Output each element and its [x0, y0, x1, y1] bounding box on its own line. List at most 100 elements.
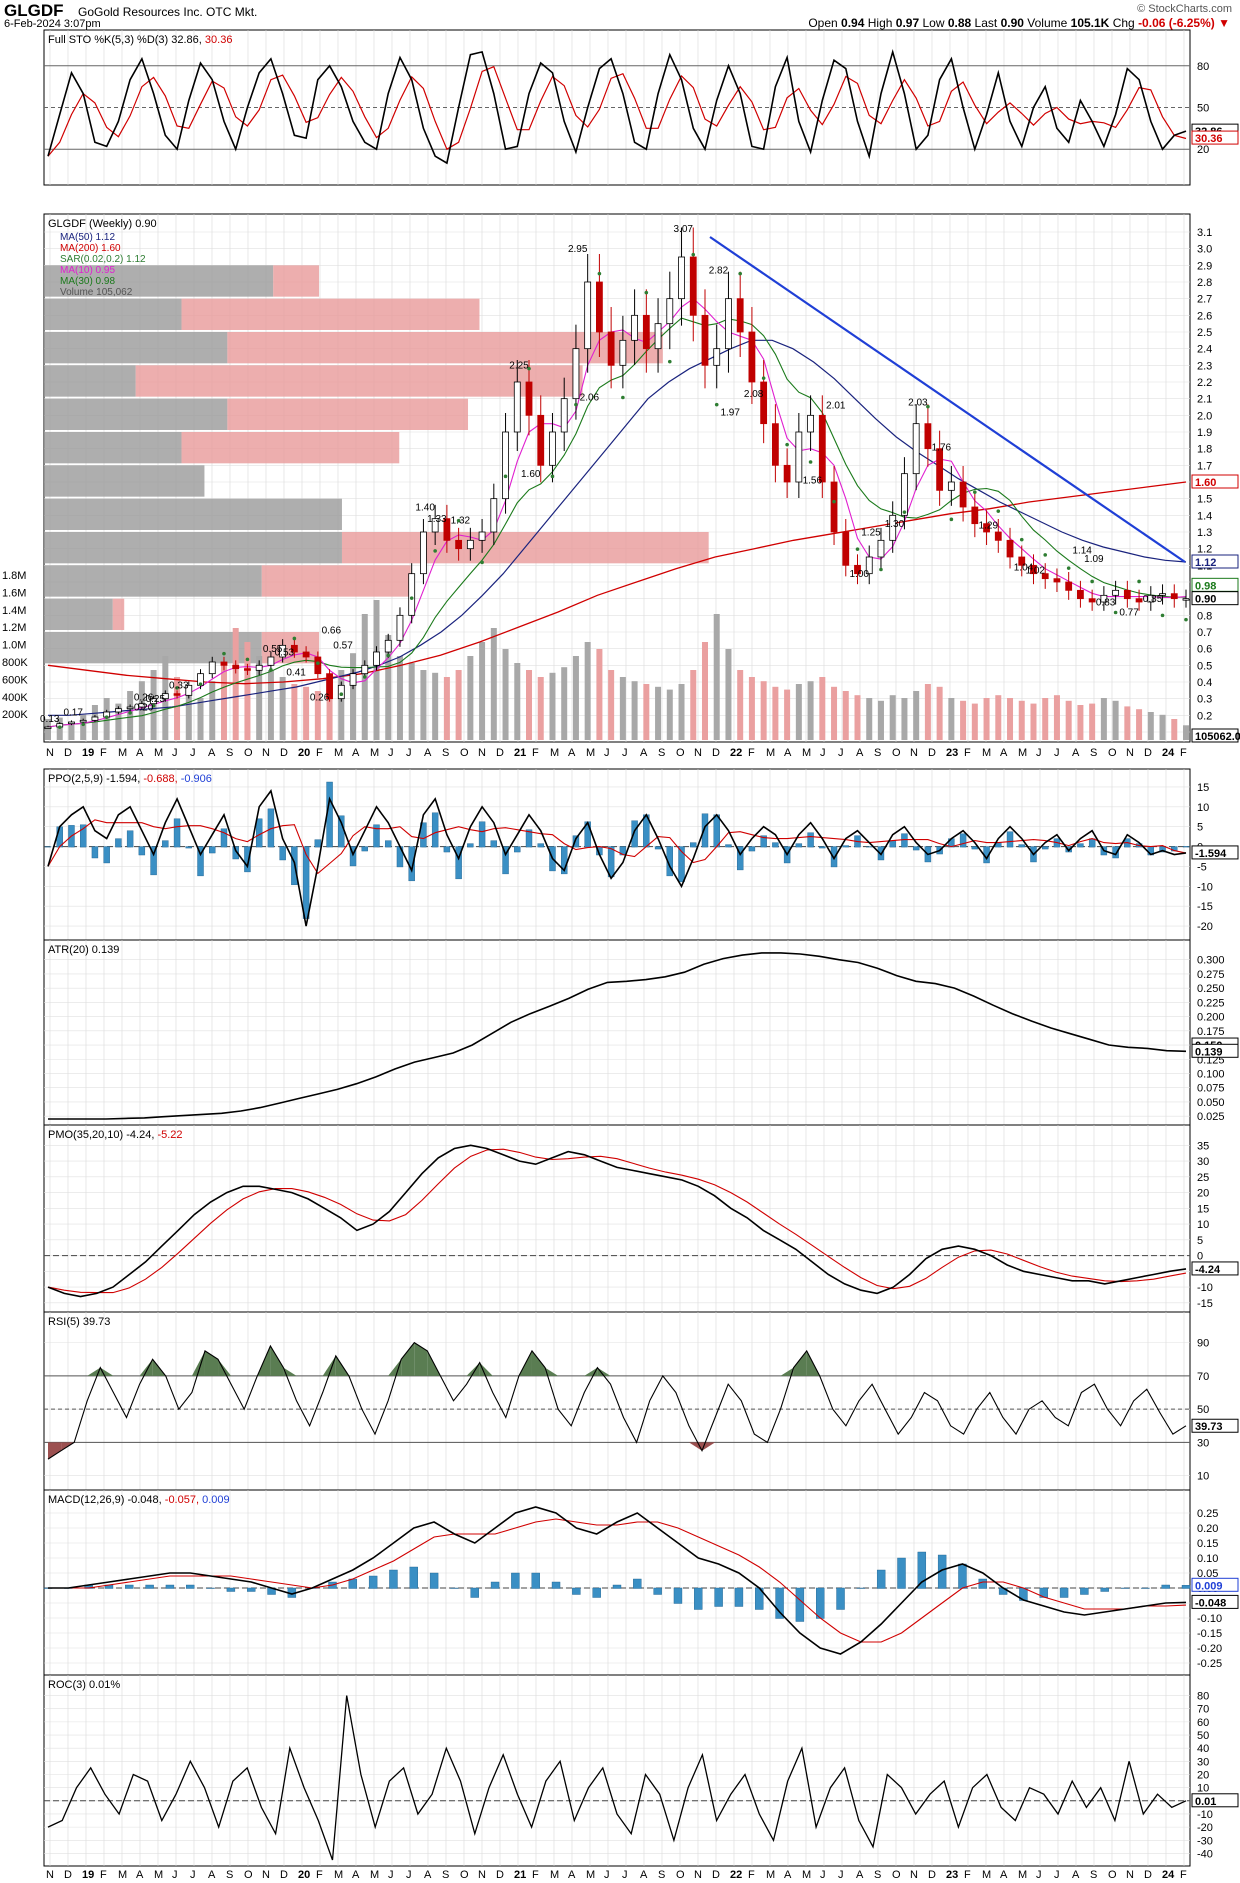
price-candle-body — [220, 661, 228, 666]
open-value: 0.94 — [841, 16, 865, 30]
rsi-overbought-fill — [388, 1359, 402, 1376]
volume-bar — [502, 649, 509, 740]
price-tick-label: 2.2 — [1197, 377, 1212, 389]
pmo-signal-line — [47, 1148, 1187, 1294]
rsi-overbought-fill — [139, 1359, 153, 1376]
volume-bar — [479, 642, 486, 740]
macd-hist-bar — [1100, 1587, 1109, 1592]
sto-d-readout-box — [1191, 130, 1239, 145]
sar-dot — [808, 460, 813, 464]
vbp-bar-up — [44, 465, 205, 497]
ppo-line — [47, 789, 1187, 927]
price-candle-body — [420, 531, 427, 575]
price-tick-label: 2.8 — [1197, 277, 1212, 289]
price-annotation: 2.08 — [744, 389, 764, 400]
volume-bar — [1136, 709, 1143, 740]
price-candle-body — [1018, 556, 1026, 566]
ppo-hist-bar — [478, 821, 486, 848]
macd-hist-bar — [429, 1572, 439, 1589]
price-x-label: N — [478, 747, 486, 759]
sar-dot — [1066, 566, 1071, 570]
volume-bar — [948, 698, 955, 740]
price-x-label: F — [964, 747, 971, 759]
sar-dot — [480, 560, 484, 565]
ppo-hist-bar — [115, 838, 122, 848]
price-candle-body — [560, 398, 568, 433]
rsi-oversold-fill — [702, 1442, 716, 1451]
sar-dot — [409, 596, 414, 600]
macd-hist-bar — [836, 1587, 845, 1610]
ppo-hist-bar — [795, 843, 803, 848]
price-candle-body — [865, 556, 873, 575]
rsi-readout-box — [1191, 1418, 1239, 1433]
ppo-legend: PPO(2,5,9) -1.594, -0.688, -0.906 — [48, 773, 212, 785]
price-candle-body — [584, 281, 592, 350]
roc-tick-label: 80 — [1197, 1691, 1209, 1703]
macd-hist-bar — [673, 1587, 683, 1604]
price-x-label: A — [856, 747, 864, 759]
volume-bar — [514, 663, 521, 740]
ppo-hist-bar — [79, 824, 87, 848]
rsi-overbought-fill — [479, 1362, 493, 1376]
rsi-overbought-fill — [87, 1367, 101, 1376]
macd-hist-bar — [368, 1575, 378, 1589]
price-x-label: F — [1180, 747, 1187, 759]
macd-hist-bar — [714, 1587, 723, 1607]
volume-bar — [678, 684, 685, 740]
price-candle-body — [478, 531, 486, 541]
bottom-x-label: N — [694, 1869, 702, 1881]
macd-hist-bar — [856, 1587, 866, 1589]
sar-dot — [550, 474, 555, 479]
sar-dot — [926, 404, 930, 409]
volume-bar — [655, 686, 662, 740]
bottom-x-label: D — [1144, 1869, 1152, 1881]
pmo-tick-label: 25 — [1197, 1172, 1209, 1184]
macd-tick-label: -0.20 — [1197, 1643, 1222, 1655]
macd-hist-bar — [551, 1581, 561, 1589]
ppo-tick-label: -20 — [1197, 921, 1213, 933]
atr-line — [48, 952, 1187, 1120]
ppo-hist-bar — [1006, 831, 1014, 848]
price-annotation: 0.53 — [275, 647, 295, 658]
bottom-x-label: O — [676, 1869, 685, 1881]
price-candle-body — [854, 564, 861, 575]
price-x-label: O — [1108, 747, 1117, 759]
volume-label: Volume — [1027, 16, 1068, 30]
volume-bar — [561, 667, 568, 740]
price-annotation: 2.01 — [826, 401, 846, 412]
price-x-label: A — [352, 747, 360, 759]
sar-dot — [57, 725, 62, 729]
volume-bar — [1124, 706, 1131, 740]
volume-bar — [619, 677, 626, 740]
bottom-x-label: M — [334, 1869, 343, 1881]
volume-bar — [303, 686, 310, 740]
price-tick-label: 2.4 — [1197, 344, 1212, 356]
price-x-label: J — [1054, 747, 1060, 759]
price-x-label: F — [532, 747, 539, 759]
ma50-readout: 1.12 — [1195, 557, 1216, 569]
price-tick-label: 0.5 — [1197, 660, 1212, 672]
vbp-bar-up — [44, 598, 113, 630]
ppo-hist-bar — [830, 846, 838, 868]
volume-bar — [185, 686, 192, 740]
ppo-hist-bar — [725, 844, 732, 848]
price-tick-label: 1.7 — [1197, 460, 1212, 472]
macd-hist-bar — [775, 1587, 784, 1619]
sar-dot — [1184, 617, 1188, 622]
ma30-line — [47, 317, 1186, 728]
sar-dot — [785, 442, 789, 447]
sar-dot — [949, 517, 954, 522]
bottom-x-label: M — [154, 1869, 163, 1881]
volume-bar — [831, 686, 838, 740]
volume-bar — [1171, 719, 1178, 740]
volume-bar — [795, 684, 802, 740]
bottom-x-label: S — [226, 1869, 233, 1881]
price-candle-body — [701, 314, 709, 366]
price-tick-label: 2.6 — [1197, 310, 1212, 322]
ppo-tick-label: 10 — [1197, 802, 1209, 814]
price-candle-body — [326, 673, 333, 700]
rsi-overbought-fill — [401, 1342, 415, 1376]
bottom-x-label: A — [136, 1869, 144, 1881]
sar-dot — [1090, 579, 1094, 584]
ppo-hist-bar — [314, 839, 322, 848]
